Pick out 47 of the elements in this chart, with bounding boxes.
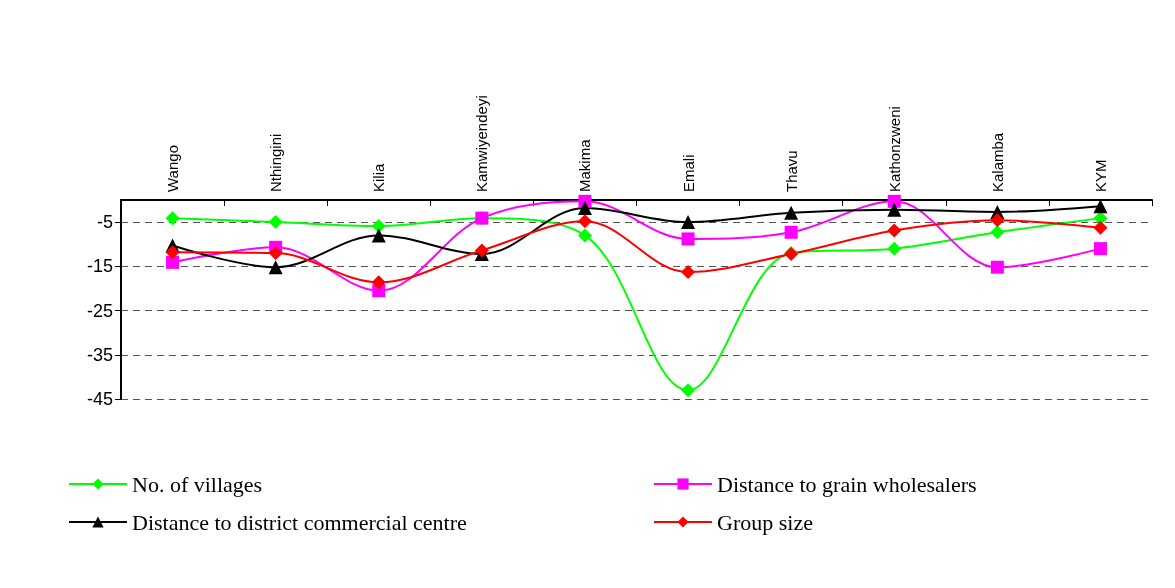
y-tick-label: -25 <box>86 300 113 321</box>
y-tick-label: -45 <box>86 389 113 409</box>
point <box>990 213 1005 228</box>
point <box>681 265 696 280</box>
legend-label: Distance to district commercial centre <box>132 509 467 535</box>
x-tick-label: Makima <box>576 138 594 192</box>
legend-label: No. of villages <box>132 471 263 497</box>
point <box>371 275 386 290</box>
point <box>166 255 180 269</box>
y-tick-label: -5 <box>96 212 113 233</box>
x-tick-label: Kalamba <box>988 132 1006 192</box>
point <box>887 241 902 256</box>
x-tick-label: Kilia <box>370 163 388 192</box>
point <box>887 223 902 238</box>
point <box>990 260 1004 274</box>
point <box>681 232 695 246</box>
point <box>1093 242 1107 256</box>
point <box>165 245 180 260</box>
point <box>165 211 180 226</box>
x-tick-label: KYM <box>1091 159 1109 192</box>
point <box>371 219 386 234</box>
x-tick-label: Nthingini <box>267 133 285 192</box>
point <box>784 225 798 239</box>
point <box>577 228 592 243</box>
point <box>1093 199 1108 214</box>
x-tick-label: Wango <box>164 145 182 192</box>
point <box>990 225 1005 240</box>
point <box>268 246 283 261</box>
point <box>681 383 696 398</box>
y-tick-label: -15 <box>86 256 113 277</box>
point <box>887 202 902 217</box>
x-tick-label: Kathonzweni <box>885 106 903 192</box>
point <box>1093 220 1108 235</box>
point <box>577 200 592 215</box>
legend-label: Group size <box>717 509 813 535</box>
point <box>887 194 901 208</box>
point <box>268 260 283 275</box>
x-tick-label: Thavu <box>782 150 800 192</box>
point <box>577 214 592 229</box>
x-tick-label: Kamwiyendeyi <box>473 95 491 192</box>
point <box>268 215 283 230</box>
point <box>371 228 386 243</box>
legend-label: Distance to grain wholesalers <box>717 471 977 497</box>
point <box>784 205 799 220</box>
x-tick-label: Emali <box>679 154 697 192</box>
point <box>681 215 696 230</box>
y-tick-label: -35 <box>86 344 113 365</box>
